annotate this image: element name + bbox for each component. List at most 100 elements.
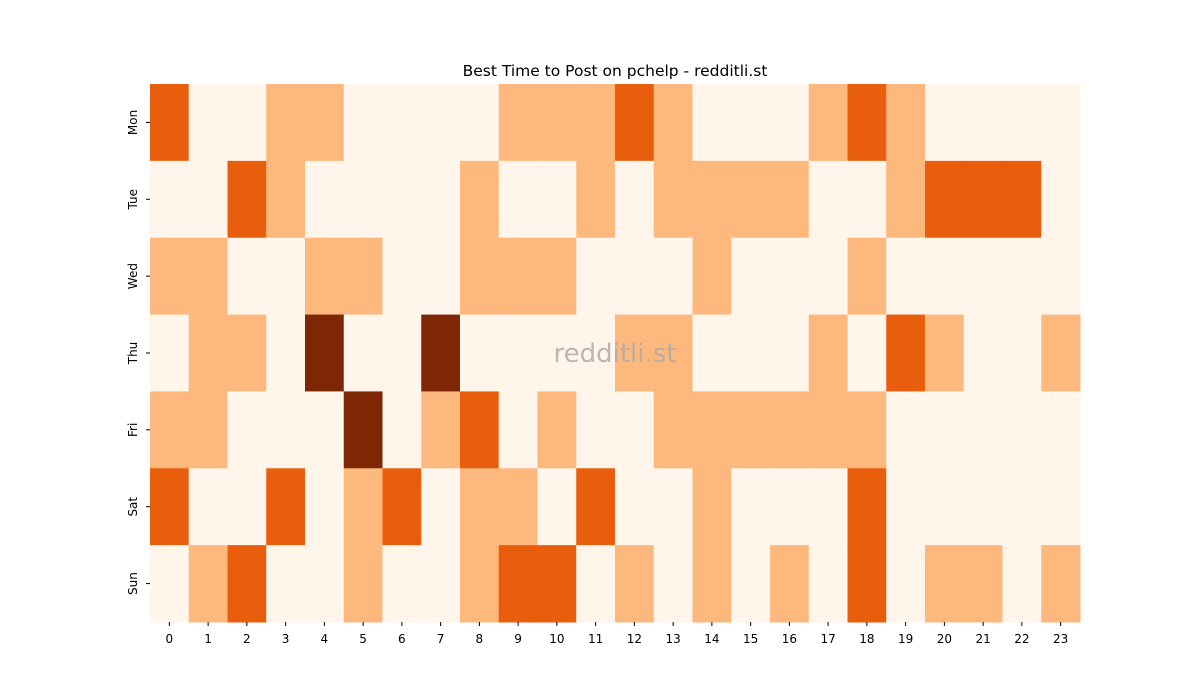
heat-cell: [150, 545, 190, 623]
heat-cell: [731, 468, 771, 546]
heat-cell: [615, 84, 655, 162]
heat-cell: [886, 468, 926, 546]
heat-cell: [382, 391, 422, 469]
heat-cell: [1002, 237, 1042, 316]
x-tick-label: 0: [166, 632, 174, 646]
heat-cell: [692, 545, 732, 623]
heat-cell: [305, 468, 345, 546]
heat-cell: [847, 160, 887, 239]
heat-cell: [925, 84, 965, 162]
heat-cell: [963, 468, 1003, 546]
x-tick-label: 2: [243, 632, 251, 646]
heat-cell: [576, 468, 616, 546]
heat-cell: [925, 391, 965, 469]
heat-cell: [576, 160, 616, 239]
heat-cell: [305, 237, 345, 316]
heat-cell: [421, 84, 461, 162]
heat-cell: [460, 160, 500, 239]
heat-cell: [1041, 391, 1081, 469]
heat-cell: [150, 468, 190, 546]
heat-cell: [808, 160, 848, 239]
heat-cell: [188, 391, 228, 469]
x-tick-label: 12: [627, 632, 642, 646]
heat-cell: [227, 160, 267, 239]
heat-cell: [305, 391, 345, 469]
heat-cell: [770, 160, 810, 239]
heat-cell: [653, 237, 693, 316]
heat-cell: [537, 84, 577, 162]
heat-cell: [498, 237, 538, 316]
heat-cell: [963, 160, 1003, 239]
heat-cell: [1041, 545, 1081, 623]
heat-cell: [343, 545, 383, 623]
heat-cell: [460, 391, 500, 469]
heat-cell: [1041, 468, 1081, 546]
heat-cell: [343, 468, 383, 546]
heat-cell: [731, 237, 771, 316]
heat-cell: [421, 391, 461, 469]
heat-cell: [150, 314, 190, 392]
heat-cell: [653, 391, 693, 469]
heat-cell: [653, 468, 693, 546]
heat-cell: [188, 545, 228, 623]
heat-cell: [266, 391, 306, 469]
heat-cell: [227, 468, 267, 546]
heat-cell: [886, 160, 926, 239]
heat-cell: [227, 84, 267, 162]
heat-cell: [188, 237, 228, 316]
x-tick-label: 1: [204, 632, 212, 646]
heat-cell: [266, 468, 306, 546]
heat-cell: [537, 237, 577, 316]
heat-cell: [886, 545, 926, 623]
x-tick-label: 5: [359, 632, 367, 646]
heat-cell: [382, 237, 422, 316]
heat-cell: [305, 84, 345, 162]
heat-cell: [188, 160, 228, 239]
heat-cell: [343, 391, 383, 469]
heat-cell: [150, 160, 190, 239]
x-tick-label: 15: [743, 632, 758, 646]
x-tick-label: 20: [937, 632, 952, 646]
heat-cell: [615, 237, 655, 316]
x-tick-label: 7: [437, 632, 445, 646]
y-tick-label: Thu: [126, 342, 140, 366]
heat-cell: [847, 468, 887, 546]
y-tick-label: Sat: [126, 497, 140, 517]
x-tick-label: 18: [859, 632, 874, 646]
x-tick-label: 13: [665, 632, 680, 646]
heat-cell: [692, 160, 732, 239]
heat-cell: [266, 160, 306, 239]
heat-cell: [963, 84, 1003, 162]
heat-cell: [576, 84, 616, 162]
heat-cell: [382, 160, 422, 239]
heat-cell: [188, 468, 228, 546]
x-tick-label: 6: [398, 632, 406, 646]
heat-cell: [382, 84, 422, 162]
heat-cell: [615, 545, 655, 623]
heat-cell: [266, 314, 306, 392]
heat-cell: [925, 545, 965, 623]
heat-cell: [382, 314, 422, 392]
heat-cell: [692, 468, 732, 546]
heat-cell: [808, 314, 848, 392]
heat-cell: [343, 237, 383, 316]
heat-cell: [1002, 84, 1042, 162]
heat-cell: [731, 314, 771, 392]
heat-cell: [227, 237, 267, 316]
heat-cell: [576, 314, 616, 392]
heat-cell: [1002, 160, 1042, 239]
heat-cell: [963, 545, 1003, 623]
heat-cell: [615, 160, 655, 239]
y-tick-label: Wed: [126, 263, 140, 289]
heat-cell: [1002, 468, 1042, 546]
heat-cell: [343, 160, 383, 239]
heat-cell: [188, 84, 228, 162]
heat-cell: [925, 468, 965, 546]
heat-cell: [1041, 160, 1081, 239]
x-tick-label: 22: [1014, 632, 1029, 646]
heat-cell: [382, 545, 422, 623]
heat-cell: [382, 468, 422, 546]
heat-cell: [963, 237, 1003, 316]
heat-cell: [770, 468, 810, 546]
x-tick-label: 3: [282, 632, 290, 646]
